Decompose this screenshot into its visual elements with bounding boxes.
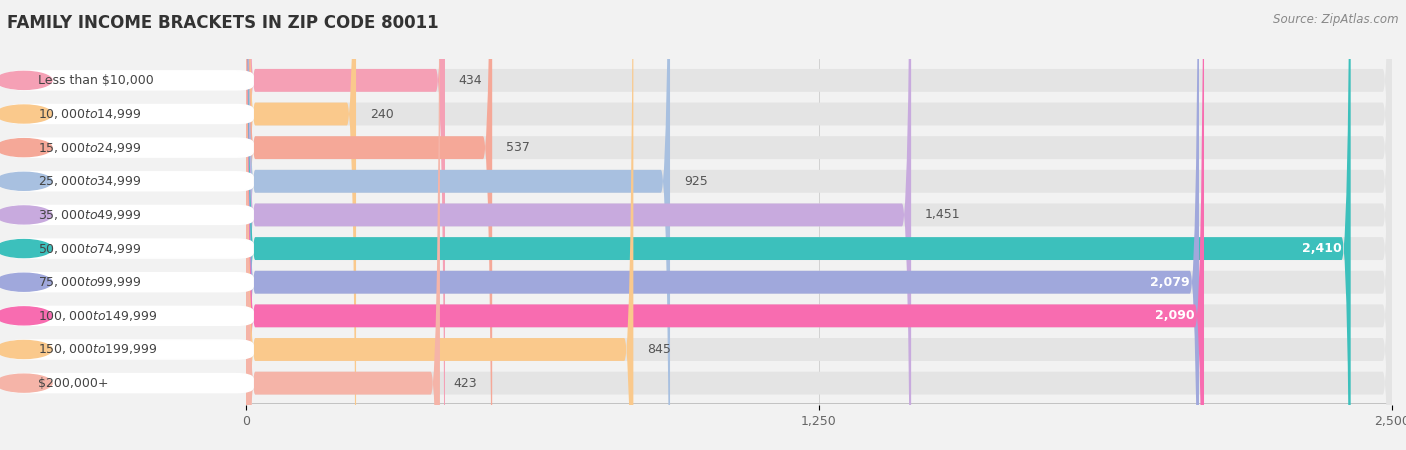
Text: 2,090: 2,090 — [1156, 309, 1195, 322]
Text: FAMILY INCOME BRACKETS IN ZIP CODE 80011: FAMILY INCOME BRACKETS IN ZIP CODE 80011 — [7, 14, 439, 32]
FancyBboxPatch shape — [246, 0, 1204, 450]
Text: $100,000 to $149,999: $100,000 to $149,999 — [38, 309, 157, 323]
FancyBboxPatch shape — [246, 0, 671, 450]
Text: Source: ZipAtlas.com: Source: ZipAtlas.com — [1274, 14, 1399, 27]
Text: Less than $10,000: Less than $10,000 — [38, 74, 153, 87]
FancyBboxPatch shape — [246, 0, 1392, 450]
Text: $35,000 to $49,999: $35,000 to $49,999 — [38, 208, 142, 222]
Text: $25,000 to $34,999: $25,000 to $34,999 — [38, 174, 142, 188]
Text: 434: 434 — [458, 74, 482, 87]
Text: $50,000 to $74,999: $50,000 to $74,999 — [38, 242, 142, 256]
FancyBboxPatch shape — [246, 0, 1392, 450]
FancyBboxPatch shape — [246, 0, 356, 450]
Text: 2,079: 2,079 — [1150, 276, 1189, 289]
FancyBboxPatch shape — [246, 0, 1392, 450]
Text: $150,000 to $199,999: $150,000 to $199,999 — [38, 342, 157, 356]
Text: $10,000 to $14,999: $10,000 to $14,999 — [38, 107, 142, 121]
FancyBboxPatch shape — [246, 0, 1392, 450]
FancyBboxPatch shape — [246, 0, 492, 450]
Text: $75,000 to $99,999: $75,000 to $99,999 — [38, 275, 142, 289]
Text: 240: 240 — [370, 108, 394, 121]
Text: 423: 423 — [454, 377, 477, 390]
FancyBboxPatch shape — [246, 0, 1392, 450]
FancyBboxPatch shape — [246, 0, 1392, 450]
FancyBboxPatch shape — [246, 0, 1392, 450]
FancyBboxPatch shape — [246, 0, 440, 450]
Text: 925: 925 — [683, 175, 707, 188]
Text: 1,451: 1,451 — [925, 208, 960, 221]
FancyBboxPatch shape — [246, 0, 444, 450]
FancyBboxPatch shape — [246, 0, 911, 450]
FancyBboxPatch shape — [246, 0, 1392, 450]
Text: $15,000 to $24,999: $15,000 to $24,999 — [38, 141, 142, 155]
FancyBboxPatch shape — [246, 0, 1199, 450]
FancyBboxPatch shape — [246, 0, 1392, 450]
Text: $200,000+: $200,000+ — [38, 377, 108, 390]
FancyBboxPatch shape — [246, 0, 633, 450]
Text: 2,410: 2,410 — [1302, 242, 1341, 255]
FancyBboxPatch shape — [246, 0, 1392, 450]
FancyBboxPatch shape — [246, 0, 1351, 450]
Text: 537: 537 — [506, 141, 530, 154]
Text: 845: 845 — [647, 343, 671, 356]
